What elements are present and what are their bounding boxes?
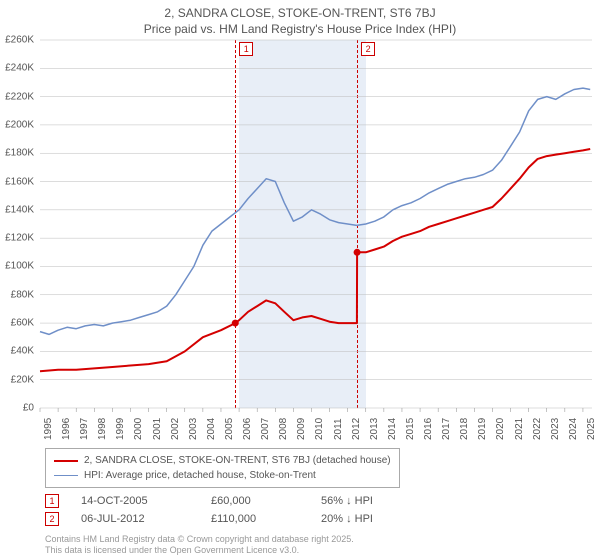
table-row: 1 14-OCT-2005 £60,000 56% ↓ HPI: [45, 492, 373, 510]
chart-title-line1: 2, SANDRA CLOSE, STOKE-ON-TRENT, ST6 7BJ: [0, 0, 600, 20]
table-row: 2 06-JUL-2012 £110,000 20% ↓ HPI: [45, 510, 373, 528]
y-tick-label: £120K: [0, 233, 34, 244]
x-tick-label: 2025: [586, 418, 597, 440]
y-tick-label: £80K: [0, 289, 34, 300]
x-tick-label: 2002: [170, 418, 181, 440]
sale-price: £110,000: [211, 513, 321, 525]
x-tick-label: 2019: [477, 418, 488, 440]
x-tick-label: 2020: [495, 418, 506, 440]
x-tick-label: 1998: [97, 418, 108, 440]
y-tick-label: £200K: [0, 119, 34, 130]
x-tick-label: 2000: [133, 418, 144, 440]
y-tick-label: £260K: [0, 35, 34, 46]
sale-delta: 56% ↓ HPI: [321, 495, 373, 507]
footer-line1: Contains HM Land Registry data © Crown c…: [45, 534, 354, 545]
x-tick-label: 2006: [242, 418, 253, 440]
legend: 2, SANDRA CLOSE, STOKE-ON-TRENT, ST6 7BJ…: [45, 448, 400, 488]
x-tick-label: 2010: [314, 418, 325, 440]
sale-date: 06-JUL-2012: [81, 513, 211, 525]
x-tick-label: 2024: [568, 418, 579, 440]
chart-title-line2: Price paid vs. HM Land Registry's House …: [0, 20, 600, 40]
legend-item: HPI: Average price, detached house, Stok…: [54, 468, 391, 483]
x-tick-label: 2016: [423, 418, 434, 440]
x-tick-label: 2005: [224, 418, 235, 440]
y-tick-label: £220K: [0, 91, 34, 102]
x-tick-label: 2021: [514, 418, 525, 440]
x-tick-label: 2015: [405, 418, 416, 440]
footer: Contains HM Land Registry data © Crown c…: [45, 534, 354, 556]
x-tick-label: 1996: [61, 418, 72, 440]
x-tick-label: 1999: [115, 418, 126, 440]
x-tick-label: 2001: [152, 418, 163, 440]
x-tick-label: 2017: [441, 418, 452, 440]
x-tick-label: 2011: [333, 418, 344, 440]
sale-marker-box: 2: [45, 512, 59, 526]
x-tick-label: 2013: [369, 418, 380, 440]
x-tick-label: 1997: [79, 418, 90, 440]
x-tick-label: 2008: [278, 418, 289, 440]
x-tick-label: 2003: [188, 418, 199, 440]
y-tick-label: £140K: [0, 204, 34, 215]
x-tick-label: 2009: [296, 418, 307, 440]
legend-item: 2, SANDRA CLOSE, STOKE-ON-TRENT, ST6 7BJ…: [54, 453, 391, 468]
x-tick-label: 2022: [532, 418, 543, 440]
chart-container: 2, SANDRA CLOSE, STOKE-ON-TRENT, ST6 7BJ…: [0, 0, 600, 560]
legend-label: HPI: Average price, detached house, Stok…: [84, 468, 316, 483]
x-tick-label: 1995: [43, 418, 54, 440]
sale-date: 14-OCT-2005: [81, 495, 211, 507]
legend-label: 2, SANDRA CLOSE, STOKE-ON-TRENT, ST6 7BJ…: [84, 453, 391, 468]
x-tick-label: 2018: [459, 418, 470, 440]
y-tick-label: £20K: [0, 374, 34, 385]
y-tick-label: £100K: [0, 261, 34, 272]
x-tick-label: 2012: [351, 418, 362, 440]
x-tick-label: 2007: [260, 418, 271, 440]
legend-swatch: [54, 460, 78, 462]
footer-line2: This data is licensed under the Open Gov…: [45, 545, 354, 556]
sales-table: 1 14-OCT-2005 £60,000 56% ↓ HPI 2 06-JUL…: [45, 492, 373, 528]
sale-delta: 20% ↓ HPI: [321, 513, 373, 525]
sale-marker-box: 1: [45, 494, 59, 508]
plot-area: 12: [40, 40, 592, 408]
x-tick-label: 2004: [206, 418, 217, 440]
y-tick-label: £180K: [0, 148, 34, 159]
y-tick-label: £0: [0, 403, 34, 414]
legend-swatch: [54, 475, 78, 476]
x-axis-labels: 1995 1996 1997 1998 1999 2000 2001 2002 2003 2004…: [40, 410, 592, 450]
y-tick-label: £160K: [0, 176, 34, 187]
y-tick-label: £240K: [0, 63, 34, 74]
chart-svg: [40, 40, 592, 408]
x-tick-label: 2023: [550, 418, 561, 440]
y-axis-labels: £0£20K£40K£60K£80K£100K£120K£140K£160K£1…: [0, 40, 36, 408]
sale-price: £60,000: [211, 495, 321, 507]
y-tick-label: £40K: [0, 346, 34, 357]
y-tick-label: £60K: [0, 318, 34, 329]
x-tick-label: 2014: [387, 418, 398, 440]
